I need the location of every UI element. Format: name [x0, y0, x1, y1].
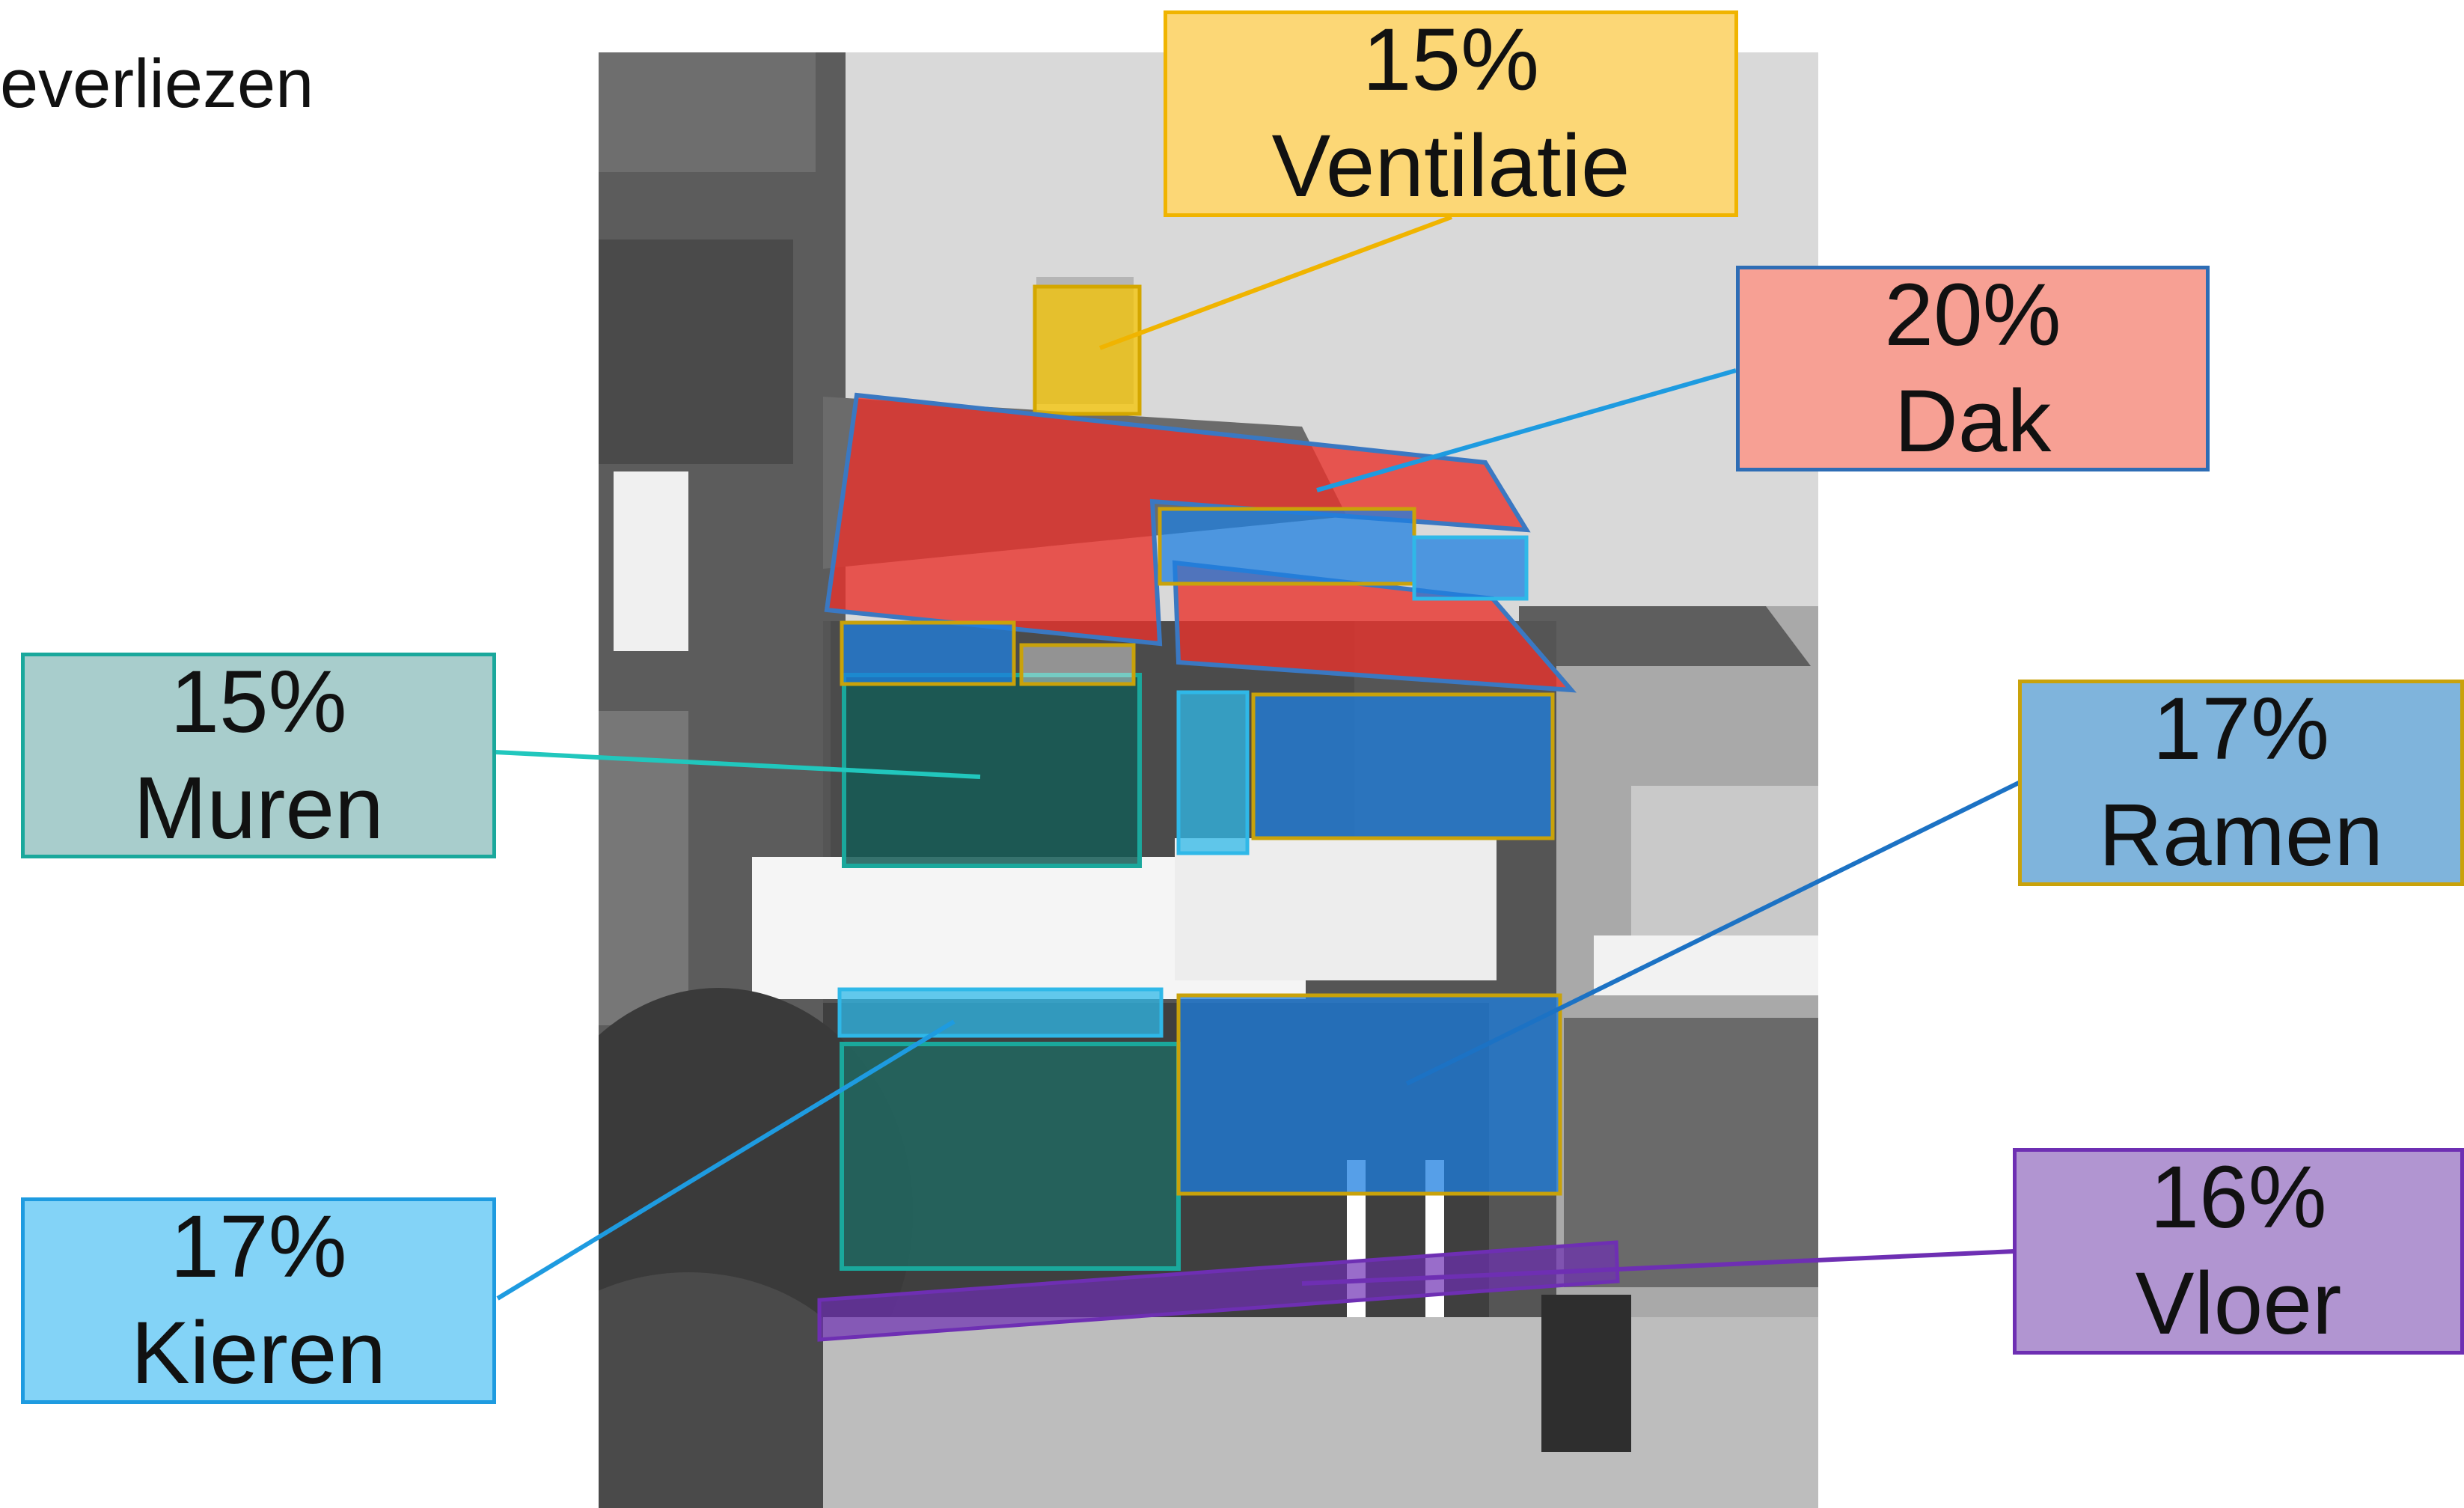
walls-percent: 15%: [170, 652, 347, 751]
gaps-region: [1176, 690, 1250, 855]
label-floor: 16% Vloer: [2013, 1148, 2464, 1355]
ventilation-leader: [1098, 215, 1453, 350]
roof-percent: 20%: [1884, 265, 2061, 364]
label-windows: 17% Ramen: [2018, 680, 2464, 886]
roof-region: [1172, 560, 1577, 693]
windows-percent: 17%: [2152, 680, 2330, 779]
ventilation-name: Ventilatie: [1271, 117, 1630, 216]
floor-leader: [1301, 1249, 2015, 1286]
windows-region: [1412, 535, 1529, 601]
floor-region: [817, 1240, 1620, 1342]
gaps-name: Kieren: [130, 1304, 387, 1402]
walls-name: Muren: [133, 758, 384, 858]
gaps-region: [837, 987, 1164, 1038]
windows-leader: [1405, 780, 2022, 1086]
roof-leader: [1316, 368, 1737, 492]
label-walls: 15% Muren: [21, 653, 496, 858]
windows-region: [840, 620, 1016, 686]
gaps-leader: [496, 1019, 956, 1301]
floor-percent: 16%: [2150, 1148, 2327, 1248]
windows-region: [1251, 692, 1555, 840]
roof-name: Dak: [1894, 371, 2052, 471]
windows-name: Ramen: [2098, 786, 2384, 885]
floor-name: Vloer: [2135, 1254, 2342, 1353]
windows-region: [1176, 993, 1562, 1196]
page-title: everliezen: [0, 46, 314, 122]
label-gaps: 17% Kieren: [21, 1197, 496, 1404]
walls-region: [840, 1042, 1181, 1271]
windows-region: [1158, 507, 1416, 586]
walls-leader: [495, 750, 981, 779]
windows-region: [1019, 643, 1136, 686]
ventilation-region: [1033, 284, 1142, 416]
label-ventilation: 15% Ventilatie: [1164, 10, 1738, 217]
gaps-percent: 17%: [170, 1197, 347, 1297]
label-roof: 20% Dak: [1736, 266, 2210, 471]
roof-region: [824, 392, 1531, 647]
ventilation-percent: 15%: [1362, 10, 1540, 110]
